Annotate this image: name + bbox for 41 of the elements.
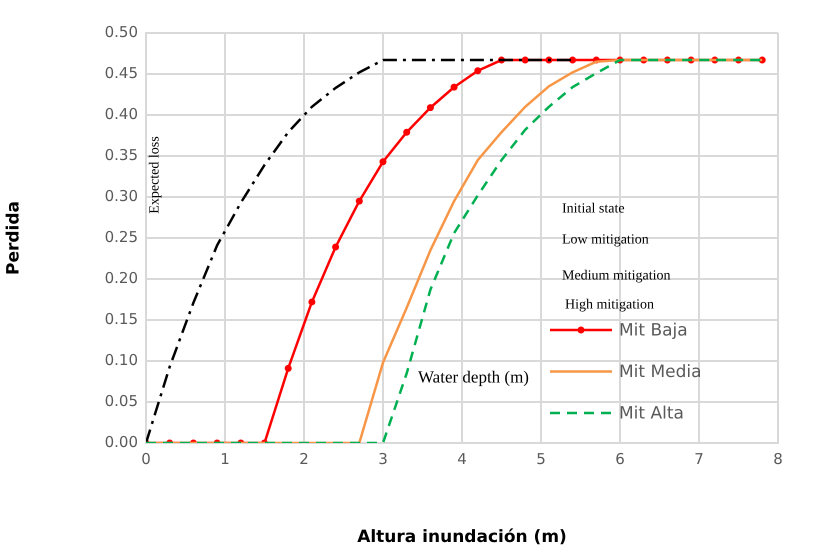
y-tick-label: 0.30 bbox=[104, 186, 138, 205]
y-tick-label: 0.00 bbox=[104, 432, 138, 451]
legend-label: Mit Media bbox=[619, 362, 702, 382]
y-tick-label: 0.40 bbox=[104, 104, 138, 123]
x-tick-label: 5 bbox=[536, 450, 546, 468]
annotation: Water depth (m) bbox=[418, 367, 529, 386]
annotation: Expected loss bbox=[148, 136, 163, 214]
annotation: Low mitigation bbox=[562, 232, 649, 248]
point bbox=[474, 67, 482, 74]
y-tick-label: 0.20 bbox=[104, 268, 138, 287]
annotation: High mitigation bbox=[565, 298, 654, 313]
y-tick-label: 0.05 bbox=[104, 392, 138, 410]
x-tick-label: 4 bbox=[457, 450, 467, 468]
legend-label: Mit Baja bbox=[619, 320, 688, 340]
legend-label: Mit Alta bbox=[619, 403, 684, 424]
y-tick-label: 0.50 bbox=[104, 22, 138, 41]
y-tick-label: 0.35 bbox=[104, 146, 138, 164]
y-axis-title: Perdida bbox=[4, 200, 24, 276]
point bbox=[403, 128, 410, 136]
point bbox=[426, 104, 434, 112]
y-tick-label: 0.45 bbox=[104, 64, 138, 82]
point bbox=[380, 158, 386, 166]
point bbox=[450, 84, 458, 91]
x-tick-label: 2 bbox=[299, 450, 309, 468]
x-tick-label: 3 bbox=[378, 450, 388, 468]
point bbox=[284, 364, 292, 372]
point bbox=[308, 298, 316, 306]
y-tick-label: 0.10 bbox=[104, 350, 138, 369]
x-tick-label: 0 bbox=[141, 450, 151, 468]
annotation: Initial state bbox=[562, 202, 625, 217]
x-axis-title: Altura inundación (m) bbox=[357, 527, 567, 548]
x-tick-label: 8 bbox=[773, 450, 783, 468]
point bbox=[332, 244, 340, 251]
point bbox=[356, 198, 363, 205]
x-tick-label: 1 bbox=[220, 450, 230, 468]
x-tick-label: 7 bbox=[694, 450, 704, 468]
point bbox=[522, 56, 529, 64]
annotation: Medium mitigation bbox=[562, 268, 670, 284]
y-tick-label: 0.25 bbox=[104, 228, 138, 246]
x-tick-label: 6 bbox=[615, 450, 625, 468]
y-tick-label: 0.15 bbox=[104, 310, 138, 328]
